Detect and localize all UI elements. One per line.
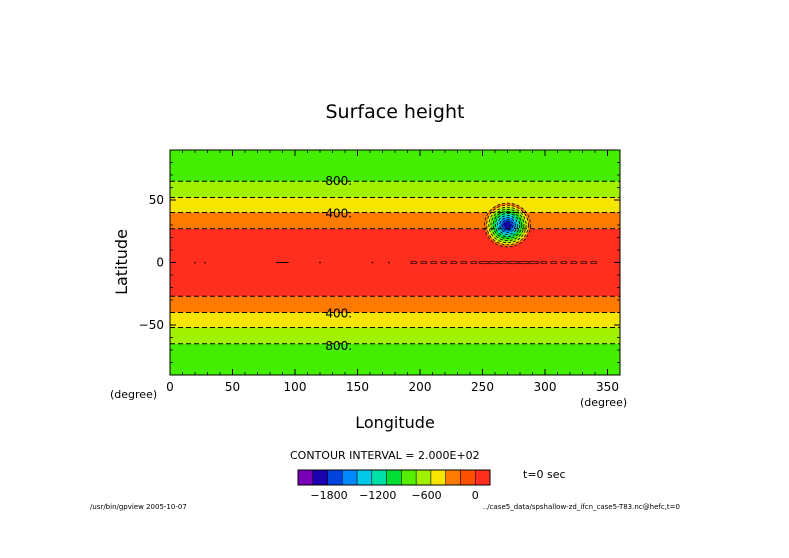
vortex-contour [497, 215, 518, 235]
equator-contour [319, 261, 321, 264]
footer-left: /usr/bin/gpview 2005-10-07 [90, 503, 187, 511]
x-axis-unit: (degree) [580, 396, 627, 409]
contour-lines [170, 180, 620, 345]
x-tick-label: 350 [596, 380, 619, 394]
footer-right: ../case5_data/spshallow-zd_ifcn_case5-T8… [483, 503, 680, 511]
x-tick-label: 200 [409, 380, 432, 394]
equator-contour [204, 261, 206, 264]
zonal-band [170, 181, 620, 198]
x-axis: 0 50 100 150 200 250 300 350 [166, 150, 619, 394]
contour-label: 400. [325, 307, 352, 321]
vortex-contour [486, 204, 529, 246]
colorbar-swatch [401, 469, 417, 486]
vortex-contour [499, 217, 516, 233]
y-axis: 50 0 −50 [139, 162, 620, 363]
time-label: t=0 sec [523, 468, 566, 481]
colorbar-swatch [371, 469, 387, 486]
plot-area [170, 150, 620, 375]
vortex-contour [484, 202, 531, 248]
equator-contour [460, 260, 468, 265]
contour-labels: 800. 400. 400. 800. [325, 174, 352, 353]
zonal-band [170, 150, 620, 182]
y-axis-unit: (degree) [110, 388, 157, 401]
colorbar: −1800 −1200 −600 0 [297, 469, 491, 502]
equator-contour [371, 261, 374, 264]
equator-contour [560, 260, 568, 265]
colorbar-swatch [415, 469, 432, 486]
equator-contour [550, 260, 558, 265]
colorbar-swatch [327, 469, 343, 486]
colorbar-tick-label: −1200 [359, 489, 396, 502]
vortex-contour [492, 210, 523, 240]
contour-interval-label: CONTOUR INTERVAL = 2.000E+02 [290, 449, 480, 462]
x-tick-label: 150 [346, 380, 369, 394]
x-tick-label: 100 [284, 380, 307, 394]
y-tick-label: 0 [156, 256, 164, 270]
equator-contour [420, 260, 428, 265]
x-tick-label: 50 [225, 380, 240, 394]
y-tick-label: −50 [139, 318, 164, 332]
colorbar-swatch [474, 469, 491, 486]
colorbar-tick-label: −600 [411, 489, 441, 502]
equator-contour [387, 261, 390, 264]
vortex-contour [490, 208, 525, 242]
contour-label: 400. [325, 207, 352, 221]
colorbar-frame [297, 469, 491, 486]
colorbar-swatch [297, 469, 314, 486]
contour-label: 800. [325, 339, 352, 353]
equator-contour [470, 260, 478, 265]
equator-contour [440, 260, 448, 265]
y-axis-title: Latitude [112, 229, 131, 295]
colorbar-swatch [312, 469, 328, 486]
equator-contour [540, 260, 548, 265]
vortex-ring [504, 221, 511, 229]
equator-contour [590, 260, 598, 265]
chart-title: Surface height [326, 101, 465, 123]
x-tick-label: 0 [166, 380, 174, 394]
colorbar-tick-label: −1800 [310, 489, 347, 502]
colorbar-swatch [430, 469, 446, 486]
equatorial-contours [194, 260, 598, 265]
zonal-band [170, 197, 620, 213]
x-tick-label: 250 [471, 380, 494, 394]
vortex-contour [488, 206, 527, 244]
zonal-band [170, 296, 620, 313]
x-tick-label: 300 [534, 380, 557, 394]
zonal-band [170, 228, 620, 297]
y-tick-label: 50 [149, 193, 164, 207]
equator-contour [410, 260, 418, 265]
zonal-band [170, 312, 620, 328]
equator-contour [580, 260, 588, 265]
zonal-band [170, 212, 620, 229]
colorbar-swatch [342, 469, 358, 486]
colorbar-swatch [460, 469, 476, 486]
contour-label: 800. [325, 174, 352, 188]
equator-contour [430, 260, 438, 265]
depression-vortex [484, 202, 531, 248]
colorbar-tick-label: 0 [472, 489, 479, 502]
zonal-bands [170, 150, 620, 375]
equator-contour [528, 260, 540, 265]
equator-contour [570, 260, 578, 265]
zonal-band [170, 343, 620, 375]
vortex-contour [501, 219, 514, 231]
equator-contour [194, 261, 196, 264]
colorbar-swatch [445, 469, 461, 486]
colorbar-swatch [386, 469, 402, 486]
x-axis-title: Longitude [355, 413, 435, 432]
zonal-band [170, 327, 620, 344]
equator-contour [450, 260, 458, 265]
vortex-contour [494, 213, 521, 237]
colorbar-swatch [356, 469, 373, 486]
